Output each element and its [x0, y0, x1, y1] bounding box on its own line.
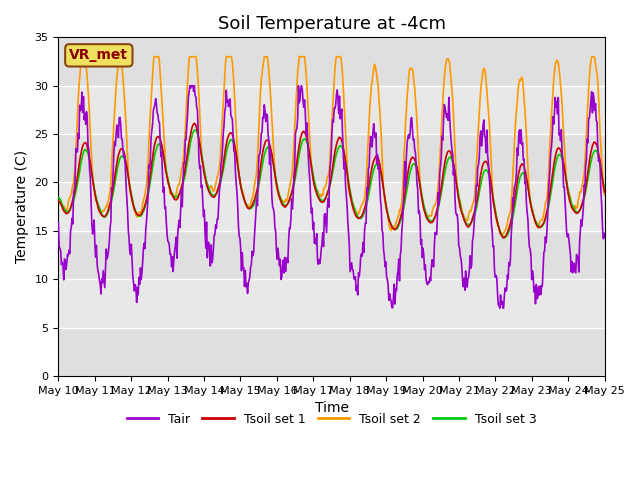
Title: Soil Temperature at -4cm: Soil Temperature at -4cm	[218, 15, 445, 33]
Bar	[58, 231, 605, 279]
Text: VR_met: VR_met	[69, 48, 129, 62]
Legend: Tair, Tsoil set 1, Tsoil set 2, Tsoil set 3: Tair, Tsoil set 1, Tsoil set 2, Tsoil se…	[122, 408, 541, 431]
Y-axis label: Temperature (C): Temperature (C)	[15, 150, 29, 263]
Bar	[58, 327, 605, 376]
X-axis label: Time: Time	[314, 401, 349, 415]
Bar	[58, 134, 605, 182]
Bar	[58, 37, 605, 86]
